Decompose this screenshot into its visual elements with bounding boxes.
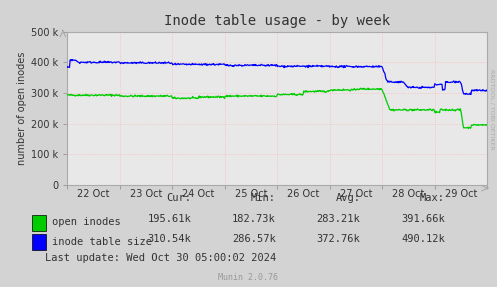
Text: 286.57k: 286.57k <box>232 234 276 244</box>
Text: inode table size: inode table size <box>52 237 152 247</box>
Text: RRDTOOL / TOBI OETIKER: RRDTOOL / TOBI OETIKER <box>490 69 495 150</box>
Text: Munin 2.0.76: Munin 2.0.76 <box>219 273 278 282</box>
Text: 310.54k: 310.54k <box>148 234 191 244</box>
Text: Max:: Max: <box>420 193 445 203</box>
Text: 391.66k: 391.66k <box>401 214 445 224</box>
Y-axis label: number of open inodes: number of open inodes <box>17 52 27 165</box>
Text: 283.21k: 283.21k <box>317 214 360 224</box>
Text: 490.12k: 490.12k <box>401 234 445 244</box>
Text: Avg:: Avg: <box>335 193 360 203</box>
Text: open inodes: open inodes <box>52 218 121 227</box>
Text: 182.73k: 182.73k <box>232 214 276 224</box>
Text: Min:: Min: <box>251 193 276 203</box>
Text: Cur:: Cur: <box>166 193 191 203</box>
Text: Last update: Wed Oct 30 05:00:02 2024: Last update: Wed Oct 30 05:00:02 2024 <box>45 253 276 263</box>
Title: Inode table usage - by week: Inode table usage - by week <box>164 13 390 28</box>
Text: 372.76k: 372.76k <box>317 234 360 244</box>
Text: 195.61k: 195.61k <box>148 214 191 224</box>
